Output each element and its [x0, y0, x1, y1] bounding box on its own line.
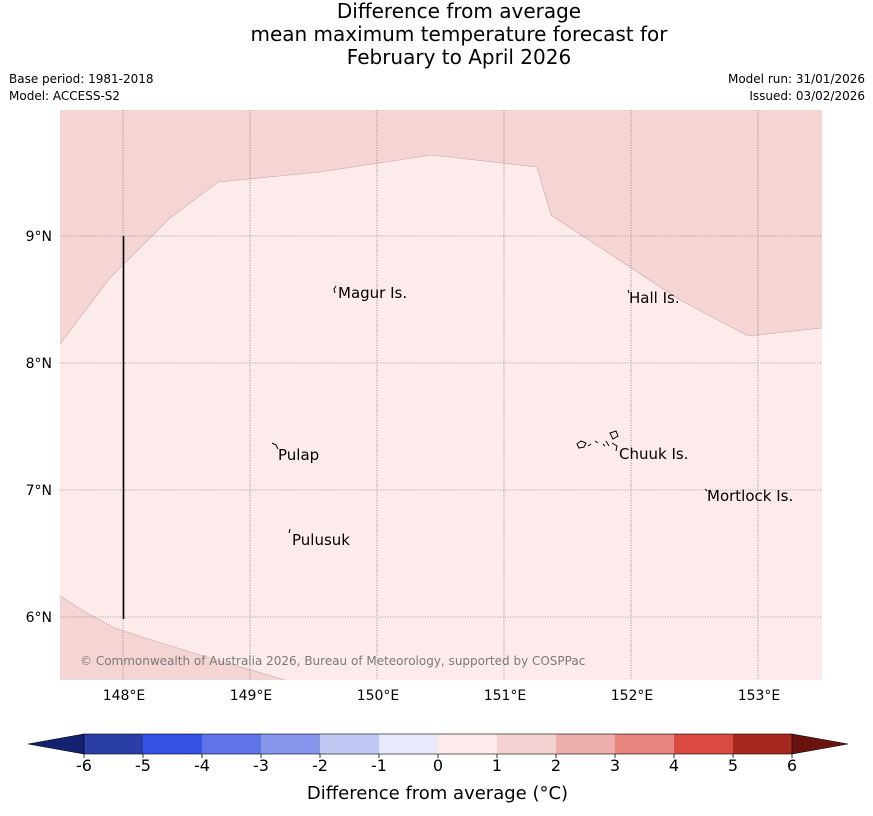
colorbar-segment — [143, 734, 203, 754]
meta-right: Model run: 31/01/2026 Issued: 03/02/2026 — [728, 71, 865, 105]
place-label-pulap: Pulap — [278, 446, 319, 464]
lat-label-8n: 8°N — [26, 356, 52, 372]
anomaly-region-southwest — [60, 596, 285, 680]
colorbar-segment — [733, 734, 793, 754]
colorbar-segment — [320, 734, 380, 754]
island-pulap — [271, 442, 279, 450]
place-label-hall: Hall Is. — [629, 289, 680, 307]
colorbar-segments — [83, 733, 793, 755]
colorbar-segment — [615, 734, 675, 754]
lon-label-150e: 150°E — [357, 688, 400, 704]
island-hall — [627, 289, 630, 294]
colorbar — [27, 733, 849, 758]
lat-label-9n: 9°N — [26, 229, 52, 245]
colorbar-tick-label: -2 — [312, 756, 328, 775]
colorbar-high-extend — [791, 733, 849, 755]
copyright-text: © Commonwealth of Australia 2026, Bureau… — [80, 654, 585, 668]
colorbar-label: Difference from average (°C) — [306, 783, 569, 804]
latitude-labels: 9°N 8°N 7°N 6°N — [26, 229, 52, 626]
place-labels: Magur Is. Hall Is. Pulap Chuuk Is. Mortl… — [278, 284, 793, 549]
contour-line-southwest — [59, 595, 286, 681]
colorbar-tickmarks — [83, 754, 793, 758]
colorbar-tick-label: -1 — [371, 756, 387, 775]
island-magur — [333, 285, 337, 294]
map-title: Difference from average mean maximum tem… — [0, 0, 873, 69]
lon-label-152e: 152°E — [611, 688, 654, 704]
lat-label-6n: 6°N — [26, 610, 52, 626]
colorbar-segment — [497, 734, 557, 754]
place-label-mortlock: Mortlock Is. — [707, 487, 793, 505]
colorbar-tick-label: 0 — [432, 756, 444, 775]
title-line-2: mean maximum temperature forecast for — [250, 22, 668, 46]
colorbar-segment — [556, 734, 616, 754]
colorbar-segment — [202, 734, 262, 754]
model-text: Model: ACCESS-S2 — [9, 89, 121, 103]
colorbar-tick-label: -3 — [253, 756, 269, 775]
colorbar-tick-label: -5 — [135, 756, 151, 775]
anomaly-region-north — [60, 110, 822, 344]
colorbar-tick-label: 5 — [727, 756, 739, 775]
colorbar-segment — [674, 734, 734, 754]
model-run-text: Model run: 31/01/2026 — [727, 72, 865, 86]
island-chuuk — [576, 430, 619, 452]
colorbar-low-extend — [27, 733, 85, 755]
colorbar-tick-label: -6 — [76, 756, 92, 775]
island-pulusuk — [288, 528, 291, 534]
place-label-chuuk: Chuuk Is. — [619, 445, 688, 463]
lat-label-7n: 7°N — [26, 483, 52, 499]
colorbar-tick-label: 3 — [609, 756, 621, 775]
place-label-pulusuk: Pulusuk — [292, 531, 350, 549]
colorbar-tick-label: -4 — [194, 756, 210, 775]
colorbar-segment — [379, 734, 439, 754]
colorbar-tick-label: 1 — [491, 756, 503, 775]
colorbar-segment — [438, 734, 498, 754]
title-line-1: Difference from average — [336, 0, 582, 23]
lon-label-148e: 148°E — [103, 688, 146, 704]
issued-text: Issued: 03/02/2026 — [749, 89, 865, 103]
contour-line-north — [59, 154, 823, 345]
colorbar-tick-label: 6 — [786, 756, 798, 775]
lon-label-149e: 149°E — [230, 688, 273, 704]
lon-label-151e: 151°E — [484, 688, 527, 704]
base-period-text: Base period: 1981-2018 — [9, 72, 154, 86]
title-line-3: February to April 2026 — [346, 45, 572, 69]
island-mortlock — [704, 488, 708, 492]
colorbar-segment — [261, 734, 321, 754]
longitude-labels: 148°E 149°E 150°E 151°E 152°E 153°E — [103, 688, 781, 704]
meta-left: Base period: 1981-2018 Model: ACCESS-S2 — [9, 71, 154, 105]
islands — [271, 285, 708, 534]
colorbar-tick-label: 4 — [668, 756, 680, 775]
lon-label-153e: 153°E — [738, 688, 781, 704]
colorbar-segment — [84, 734, 144, 754]
place-label-magur: Magur Is. — [338, 284, 407, 302]
colorbar-tick-label: 2 — [550, 756, 562, 775]
